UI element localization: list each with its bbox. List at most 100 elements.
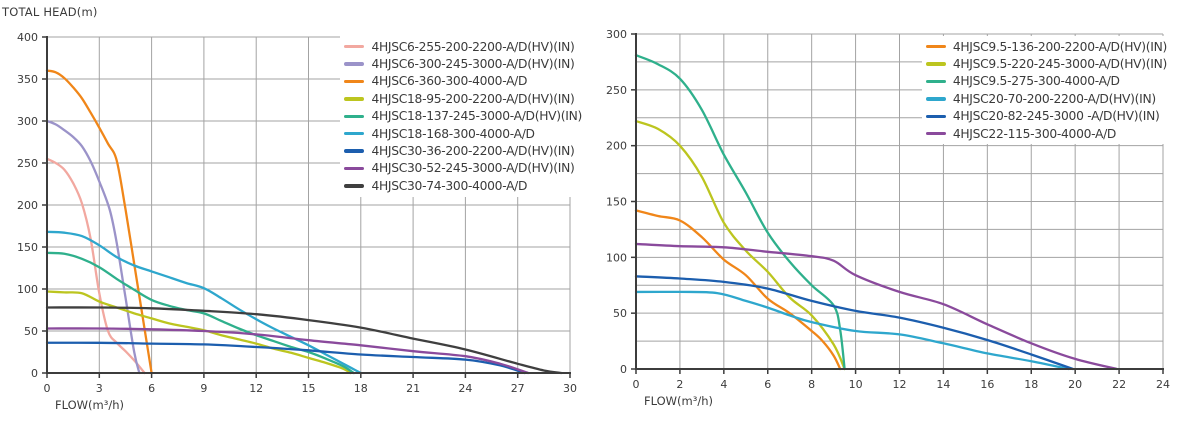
x-tick-label: 22 [1112,378,1126,391]
legend-line-swatch [925,131,946,136]
legend-item: 4HJSC9.5-136-200-2200-A/D(HV)(IN) [925,38,1167,55]
legend-item: 4HJSC22-115-300-4000-A/D [925,125,1167,142]
legend-line-swatch [344,149,365,153]
x-tick-label: 27 [511,382,525,395]
curve-4hjsc30-36-200-2200-a-d-hv-in- [45,341,526,375]
y-tick-label: 200 [17,199,38,212]
y-tick-label: 150 [606,196,627,209]
x-tick-label: 0 [633,378,640,391]
legend-item: 4HJSC30-52-245-3000-A/D(HV)(IN) [344,160,582,177]
legend-item: 4HJSC18-168-300-4000-A/D [344,125,582,142]
legend-label: 4HJSC6-360-300-4000-A/D [371,74,528,89]
curve-4hjsc20-70-200-2200-a-d-hv-in- [634,290,1070,371]
legend-line-swatch [925,114,946,118]
y-tick-label: 150 [17,241,38,254]
y-tick-label: 50 [24,325,38,338]
legend-line-swatch [344,131,365,136]
x-tick-label: 18 [1024,378,1038,391]
legend-line-swatch [344,62,365,66]
legend-line-swatch [344,114,365,118]
x-tick-label: 16 [980,378,994,391]
y-tick-label: 100 [606,251,627,264]
legend-label: 4HJSC9.5-275-300-4000-A/D [952,74,1120,89]
x-tick-label: 24 [1156,378,1170,391]
curve-4hjsc30-74-300-4000-a-d [45,306,563,375]
x-tick-label: 12 [893,378,907,391]
x-tick-label: 14 [936,378,950,391]
curve-4hjsc18-137-245-3000-a-d-hv-in- [45,251,355,375]
x-tick-label: 15 [302,382,316,395]
x-tick-label: 6 [148,382,155,395]
legend-label: 4HJSC6-255-200-2200-A/D(HV)(IN) [371,39,575,54]
curve-4hjsc9.5-136-200-2200-a-d-hv-in- [634,209,842,371]
x-axis-label: FLOW(m³/h) [644,394,713,408]
x-tick-label: 24 [458,382,472,395]
x-tick-label: 2 [676,378,683,391]
legend-line-swatch [344,166,365,171]
legend-line-swatch [344,97,365,101]
curve-4hjsc20-82-245-3000-a-d-hv-in- [634,275,1075,371]
legend-line-swatch [344,44,365,49]
left-pump-curve-chart: 0 50 100 150 200 250 300 350 400 0 3 6 9 12 15 18 21 24 27… [2,5,584,412]
x-tick-label: 6 [764,378,771,391]
curve-4hjsc22-115-300-4000-a-d [634,242,1119,371]
legend-line-swatch [925,62,946,66]
legend-item: 4HJSC18-95-200-2200-A/D(HV)(IN) [344,90,582,107]
legend-label: 4HJSC20-70-200-2200-A/D(HV)(IN) [952,91,1156,106]
x-tick-label: 4 [720,378,727,391]
legend-label: 4HJSC18-168-300-4000-A/D [371,126,535,141]
legend-item: 4HJSC30-74-300-4000-A/D [344,177,582,194]
legend-item: 4HJSC9.5-220-245-3000-A/D(HV)(IN) [925,55,1167,72]
legend-line-swatch [925,97,946,101]
x-tick-label: 10 [849,378,863,391]
y-tick-label: 250 [17,157,38,170]
legend-label: 4HJSC18-95-200-2200-A/D(HV)(IN) [371,91,575,106]
x-axis-label: FLOW(m³/h) [55,398,124,412]
x-tick-label: 20 [1068,378,1082,391]
legend-item: 4HJSC18-137-245-3000-A/D(HV)(IN) [344,108,582,125]
curve-4hjsc30-52-245-3000-a-d-hv-in- [45,327,530,375]
legend-item: 4HJSC6-300-245-3000-A/D(HV)(IN) [344,55,582,72]
y-tick-label: 400 [17,31,38,44]
legend: 4HJSC9.5-136-200-2200-A/D(HV)(IN) 4HJSC9.… [921,36,1169,145]
curve-4hjsc18-95-200-2200-a-d-hv-in- [45,290,352,375]
x-tick-label: 21 [406,382,420,395]
legend-line-swatch [925,79,946,84]
legend: 4HJSC6-255-200-2200-A/D(HV)(IN) 4HJSC6-30… [340,36,584,197]
legend-label: 4HJSC6-300-245-3000-A/D(HV)(IN) [371,57,575,72]
legend-label: 4HJSC20-82-245-3000 -A/D(HV)(IN) [952,109,1160,124]
legend-line-swatch [344,79,365,84]
legend-line-swatch [344,184,365,188]
legend-line-swatch [925,44,946,49]
legend-label: 4HJSC9.5-136-200-2200-A/D(HV)(IN) [952,39,1167,54]
x-tick-label: 12 [249,382,263,395]
legend-item: 4HJSC30-36-200-2200-A/D(HV)(IN) [344,142,582,159]
curve-4hjsc18-168-300-4000-a-d [45,230,362,375]
y-tick-label: 250 [606,84,627,97]
x-tick-label: 18 [354,382,368,395]
legend-item: 4HJSC20-82-245-3000 -A/D(HV)(IN) [925,108,1167,125]
legend-label: 4HJSC9.5-220-245-3000-A/D(HV)(IN) [952,57,1167,72]
legend-label: 4HJSC30-36-200-2200-A/D(HV)(IN) [371,144,575,159]
curve-4hjsc6-300-245-3000-a-d-hv-in- [45,119,141,375]
x-tick-label: 30 [563,382,577,395]
x-tick-label: 3 [96,382,103,395]
legend-item: 4HJSC6-255-200-2200-A/D(HV)(IN) [344,38,582,55]
legend-label: 4HJSC22-115-300-4000-A/D [952,126,1117,141]
right-pump-curve-chart: 0 50 100 150 200 250 300 0 2 4 6 8 10 12 14 16 18 20 22 24 F… [590,0,1177,424]
y-tick-label: 300 [606,28,627,41]
y-tick-label: 50 [613,307,627,320]
legend-item: 4HJSC6-360-300-4000-A/D [344,73,582,90]
legend-label: 4HJSC30-52-245-3000-A/D(HV)(IN) [371,161,575,176]
y-tick-label: 0 [31,367,38,380]
curve-4hjsc6-360-300-4000-a-d [45,69,153,375]
x-tick-label: 8 [808,378,815,391]
legend-item: 4HJSC9.5-275-300-4000-A/D [925,73,1167,90]
chart-canvas: 0 50 100 150 200 250 300 350 400 0 3 6 9 12 15 18 21 24 27… [17,31,577,412]
legend-label: 4HJSC18-137-245-3000-A/D(HV)(IN) [371,109,582,124]
y-tick-label: 300 [17,115,38,128]
y-tick-label: 0 [620,363,627,376]
y-tick-label: 100 [17,283,38,296]
x-tick-label: 0 [44,382,51,395]
